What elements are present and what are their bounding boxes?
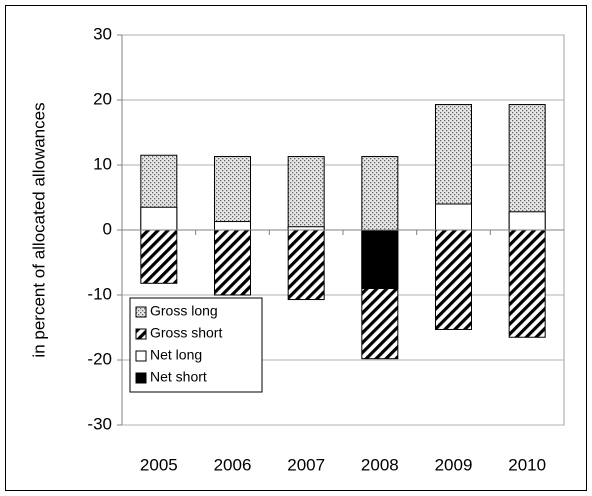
x-tick-label: 2010 [508, 455, 546, 474]
legend-swatch [135, 372, 147, 384]
legend-label: Net long [150, 347, 202, 363]
legend-label: Net short [150, 369, 207, 385]
x-tick-label: 2005 [140, 455, 178, 474]
bar [140, 229, 178, 284]
legend-swatch [135, 306, 147, 318]
y-tick-label: -30 [87, 414, 112, 433]
y-tick-label: 30 [93, 24, 112, 43]
y-tick-label: -20 [87, 349, 112, 368]
legend-label: Gross short [150, 325, 222, 341]
x-tick-label: 2009 [435, 455, 473, 474]
y-tick-label: 10 [93, 154, 112, 173]
x-tick-label: 2007 [287, 455, 325, 474]
bar [508, 229, 546, 338]
bar [287, 156, 325, 231]
bar [361, 229, 399, 289]
bar [435, 203, 472, 231]
legend-box [129, 297, 263, 393]
y-axis-label: in percent of allocated allowances [29, 102, 48, 357]
bar [140, 206, 178, 231]
bar [435, 229, 472, 330]
bar [214, 229, 251, 296]
bar [508, 211, 546, 231]
bar [287, 229, 325, 301]
legend-swatch [135, 350, 147, 362]
bar [508, 104, 546, 231]
y-tick-label: 20 [93, 89, 112, 108]
legend: Gross long Gross short Net long Net short [129, 297, 263, 393]
y-tick-label: -10 [87, 284, 112, 303]
legend-label: Gross long [150, 303, 218, 319]
bar [214, 156, 251, 231]
bar [361, 156, 399, 231]
legend-swatch [135, 328, 147, 340]
bar [214, 221, 251, 231]
x-tick-label: 2008 [361, 455, 399, 474]
x-tick-label: 2006 [214, 455, 252, 474]
y-tick-label: 0 [103, 219, 112, 238]
